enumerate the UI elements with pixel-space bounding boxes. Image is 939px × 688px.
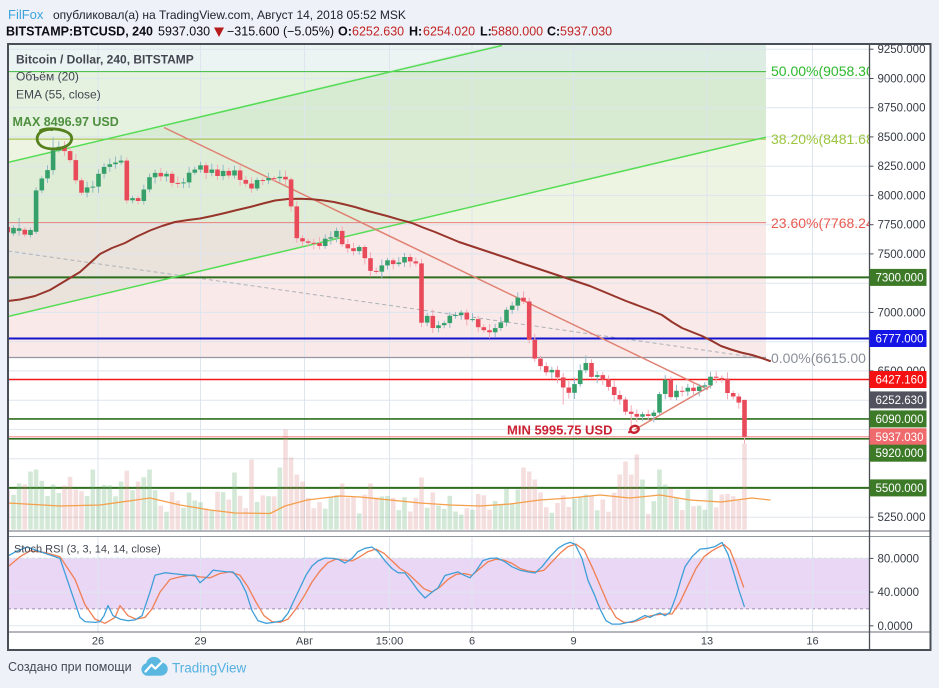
svg-text:Создано при помощи: Создано при помощи bbox=[8, 660, 132, 674]
svg-text:6252.630: 6252.630 bbox=[876, 395, 924, 407]
svg-text:5937.030: 5937.030 bbox=[876, 432, 924, 444]
svg-text:EMA (55, close): EMA (55, close) bbox=[16, 88, 101, 102]
svg-text:80.0000: 80.0000 bbox=[878, 553, 920, 565]
svg-text:8250.000: 8250.000 bbox=[878, 161, 926, 173]
svg-text:MIN 5995.75 USD: MIN 5995.75 USD bbox=[507, 423, 613, 438]
svg-text:9250.000: 9250.000 bbox=[878, 44, 926, 56]
svg-text:6: 6 bbox=[469, 636, 475, 648]
svg-text:5880.000: 5880.000 bbox=[491, 25, 543, 39]
svg-text:6090.000: 6090.000 bbox=[876, 414, 924, 426]
svg-text:5937.030: 5937.030 bbox=[158, 25, 210, 39]
svg-text:MAX 8496.97 USD: MAX 8496.97 USD bbox=[13, 115, 119, 129]
svg-text:6254.020: 6254.020 bbox=[423, 25, 475, 39]
svg-text:8750.000: 8750.000 bbox=[878, 103, 926, 115]
svg-text:7000.000: 7000.000 bbox=[878, 307, 926, 319]
svg-text:6427.160: 6427.160 bbox=[876, 375, 924, 387]
svg-text:опубликовал(а) на TradingView.: опубликовал(а) на TradingView.com, Авгус… bbox=[53, 8, 406, 22]
svg-text:Bitcoin / Dollar, 240, BITSTAM: Bitcoin / Dollar, 240, BITSTAMP bbox=[16, 53, 194, 67]
svg-text:6777.000: 6777.000 bbox=[876, 334, 924, 346]
svg-text:TradingView: TradingView bbox=[172, 661, 247, 676]
svg-text:29: 29 bbox=[194, 636, 206, 648]
svg-text:6252.630: 6252.630 bbox=[352, 25, 404, 39]
svg-text:9: 9 bbox=[570, 636, 576, 648]
svg-text:23.60%(7768.24: 23.60%(7768.24 bbox=[771, 215, 874, 231]
svg-text:50.00%(9058.30: 50.00%(9058.30 bbox=[771, 63, 874, 79]
svg-text:7500.000: 7500.000 bbox=[878, 249, 926, 261]
svg-text:8000.000: 8000.000 bbox=[878, 190, 926, 202]
svg-text:38.20%(8481.68: 38.20%(8481.68 bbox=[771, 131, 874, 147]
svg-text:Stoch RSI (3, 3, 14, 14, close: Stoch RSI (3, 3, 14, 14, close) bbox=[14, 544, 161, 556]
svg-text:8500.000: 8500.000 bbox=[878, 132, 926, 144]
svg-text:5500.000: 5500.000 bbox=[876, 483, 924, 495]
svg-text:−315.600 (−5.05%): −315.600 (−5.05%) bbox=[227, 25, 334, 39]
svg-text:5937.030: 5937.030 bbox=[560, 25, 612, 39]
svg-text:0.0000: 0.0000 bbox=[878, 621, 913, 633]
svg-text:15:00: 15:00 bbox=[376, 636, 404, 648]
svg-text:5250.000: 5250.000 bbox=[878, 512, 926, 524]
svg-text:7750.000: 7750.000 bbox=[878, 220, 926, 232]
svg-text:13: 13 bbox=[701, 636, 713, 648]
svg-text:7300.000: 7300.000 bbox=[876, 272, 924, 284]
svg-text:26: 26 bbox=[92, 636, 104, 648]
svg-text:FilFox: FilFox bbox=[8, 7, 44, 22]
svg-text:L:: L: bbox=[480, 25, 492, 39]
svg-text:Объём (20): Объём (20) bbox=[16, 70, 79, 84]
svg-text:H:: H: bbox=[409, 25, 422, 39]
svg-text:BITSTAMP:BTCUSD, 240: BITSTAMP:BTCUSD, 240 bbox=[6, 25, 153, 39]
svg-text:40.0000: 40.0000 bbox=[878, 587, 920, 599]
svg-text:O:: O: bbox=[338, 25, 352, 39]
svg-text:Авг: Авг bbox=[296, 636, 313, 648]
svg-text:16: 16 bbox=[806, 636, 818, 648]
svg-text:0.00%(6615.00: 0.00%(6615.00 bbox=[771, 350, 866, 366]
svg-text:5920.000: 5920.000 bbox=[876, 448, 924, 460]
svg-text:C:: C: bbox=[547, 25, 560, 39]
svg-text:9000.000: 9000.000 bbox=[878, 74, 926, 86]
